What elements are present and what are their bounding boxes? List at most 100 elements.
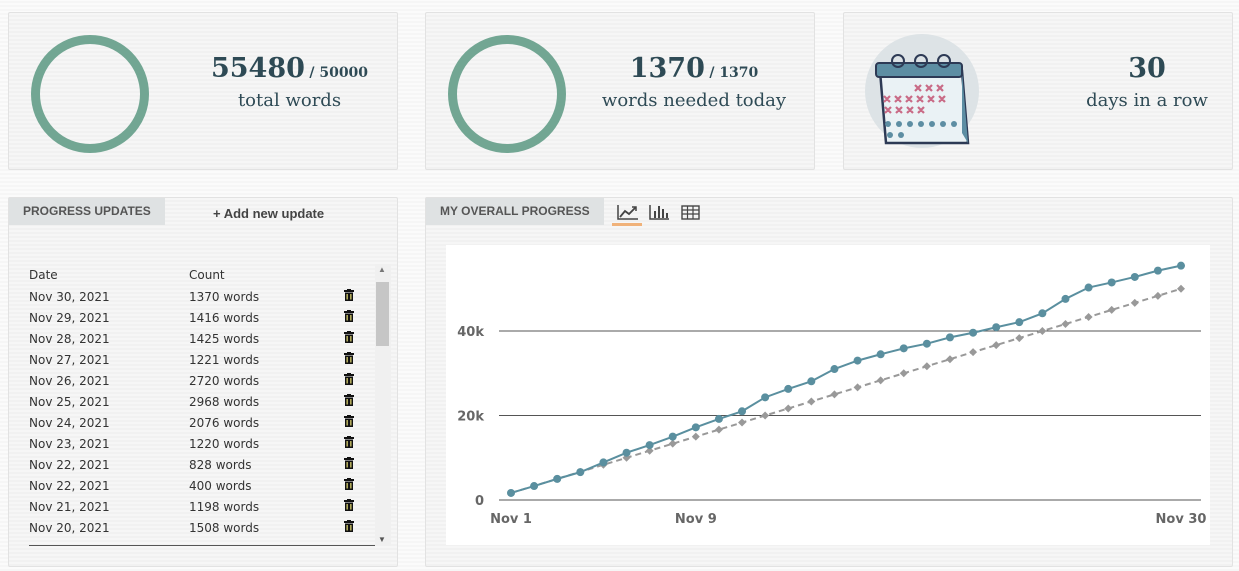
actual-point bbox=[738, 407, 747, 416]
x-tick-label: Nov 9 bbox=[675, 512, 717, 527]
progress-chart: 0 20k 40k Nov 1 Nov 9 Nov 30 bbox=[446, 245, 1210, 545]
updates-table-scroll-area[interactable]: Date Count Nov 30, 2021 1370 words Nov 29,… bbox=[29, 264, 392, 546]
target-point bbox=[784, 404, 793, 413]
scroll-down-icon[interactable]: ▼ bbox=[378, 535, 386, 544]
actual-point bbox=[691, 423, 700, 432]
updates-table-header: Date Count bbox=[29, 264, 369, 286]
row-count: 1220 words bbox=[189, 436, 260, 451]
row-date: Nov 24, 2021 bbox=[29, 415, 110, 430]
total-words-stat: 55480 / 50000 total words bbox=[202, 53, 377, 111]
table-icon bbox=[681, 205, 700, 220]
progress-updates-tab[interactable]: PROGRESS UPDATES bbox=[9, 198, 165, 225]
line-chart-icon bbox=[612, 205, 642, 226]
actual-point bbox=[853, 356, 862, 365]
trash-icon bbox=[344, 415, 354, 427]
target-point bbox=[899, 369, 908, 378]
actual-point bbox=[784, 384, 793, 393]
actual-point bbox=[1177, 261, 1185, 270]
actual-point bbox=[1038, 309, 1047, 318]
row-count: 828 words bbox=[189, 457, 252, 472]
row-date: Nov 29, 2021 bbox=[29, 310, 110, 325]
actual-point bbox=[807, 377, 816, 386]
words-today-stat: 1370 / 1370 words needed today bbox=[594, 53, 794, 111]
target-point bbox=[830, 390, 839, 399]
trash-icon bbox=[344, 310, 354, 322]
trash-icon bbox=[344, 373, 354, 385]
bar-chart-view-button[interactable] bbox=[646, 200, 672, 226]
table-row: Nov 20, 2021 1508 words bbox=[29, 517, 369, 538]
actual-point bbox=[645, 441, 654, 450]
row-count: 1508 words bbox=[189, 520, 260, 535]
delete-button[interactable] bbox=[329, 496, 369, 517]
target-point bbox=[1153, 291, 1162, 300]
delete-button[interactable] bbox=[329, 475, 369, 496]
add-update-button[interactable]: + Add new update bbox=[213, 206, 325, 221]
table-view-button[interactable] bbox=[678, 200, 704, 226]
scrollbar-thumb[interactable] bbox=[376, 282, 389, 346]
delete-button[interactable] bbox=[329, 286, 369, 307]
delete-button[interactable] bbox=[329, 328, 369, 349]
table-row: Nov 23, 2021 1220 words bbox=[29, 433, 369, 454]
table-bottom-border bbox=[29, 545, 391, 546]
overall-progress-panel: MY OVERALL PROGRESS 0 20k 40k Nov 1 Nov 9 Nov… bbox=[425, 197, 1233, 567]
actual-point bbox=[507, 488, 515, 497]
overall-progress-tab[interactable]: MY OVERALL PROGRESS bbox=[426, 198, 604, 225]
delete-button[interactable] bbox=[329, 349, 369, 370]
row-count: 1425 words bbox=[189, 331, 260, 346]
line-chart-view-button[interactable] bbox=[612, 200, 642, 226]
trash-icon bbox=[344, 352, 354, 364]
trash-icon bbox=[344, 331, 354, 343]
trash-icon bbox=[344, 520, 354, 532]
target-point bbox=[691, 432, 700, 441]
row-date: Nov 21, 2021 bbox=[29, 499, 110, 514]
table-row: Nov 26, 2021 2720 words bbox=[29, 370, 369, 391]
row-date: Nov 23, 2021 bbox=[29, 436, 110, 451]
row-count: 2720 words bbox=[189, 373, 260, 388]
actual-point bbox=[1061, 294, 1070, 303]
words-today-value: 1370 bbox=[629, 53, 705, 84]
column-header-date: Date bbox=[29, 268, 58, 282]
delete-button[interactable] bbox=[329, 433, 369, 454]
target-point bbox=[1015, 334, 1024, 343]
delete-button[interactable] bbox=[329, 370, 369, 391]
actual-point bbox=[945, 333, 954, 342]
progress-updates-panel: PROGRESS UPDATES + Add new update Date C… bbox=[8, 197, 398, 567]
scroll-up-icon[interactable]: ▲ bbox=[378, 265, 386, 274]
delete-button[interactable] bbox=[329, 412, 369, 433]
y-tick-label: 40k bbox=[457, 325, 484, 340]
actual-point bbox=[599, 458, 608, 467]
delete-button[interactable] bbox=[329, 517, 369, 538]
target-point bbox=[969, 348, 978, 357]
actual-point bbox=[969, 328, 978, 337]
table-row: Nov 21, 2021 1198 words bbox=[29, 496, 369, 517]
target-point bbox=[1177, 284, 1185, 293]
table-row: Nov 22, 2021 400 words bbox=[29, 475, 369, 496]
delete-button[interactable] bbox=[329, 391, 369, 412]
actual-point bbox=[668, 432, 677, 441]
table-row: Nov 27, 2021 1221 words bbox=[29, 349, 369, 370]
actual-point bbox=[553, 474, 562, 483]
actual-point bbox=[992, 323, 1001, 332]
updates-table: Date Count Nov 30, 2021 1370 words Nov 29,… bbox=[29, 264, 369, 538]
delete-button[interactable] bbox=[329, 454, 369, 475]
y-tick-label: 0 bbox=[475, 494, 484, 509]
total-words-label: total words bbox=[237, 90, 342, 111]
target-point bbox=[668, 439, 677, 448]
row-date: Nov 22, 2021 bbox=[29, 457, 110, 472]
bar-chart-icon bbox=[649, 205, 669, 220]
updates-scrollbar[interactable]: ▲ ▼ bbox=[375, 264, 391, 546]
actual-point bbox=[530, 482, 539, 491]
calendar-icon bbox=[865, 34, 979, 148]
actual-point bbox=[622, 448, 631, 457]
delete-button[interactable] bbox=[329, 307, 369, 328]
trash-icon bbox=[344, 499, 354, 511]
target-point bbox=[645, 446, 654, 455]
table-row: Nov 24, 2021 2076 words bbox=[29, 412, 369, 433]
table-row: Nov 22, 2021 828 words bbox=[29, 454, 369, 475]
row-count: 400 words bbox=[189, 478, 252, 493]
words-today-goal: / 1370 bbox=[709, 65, 759, 81]
target-point bbox=[1038, 327, 1047, 336]
total-words-card: 55480 / 50000 total words bbox=[8, 12, 398, 170]
target-point bbox=[922, 362, 931, 371]
actual-point bbox=[1130, 272, 1139, 281]
